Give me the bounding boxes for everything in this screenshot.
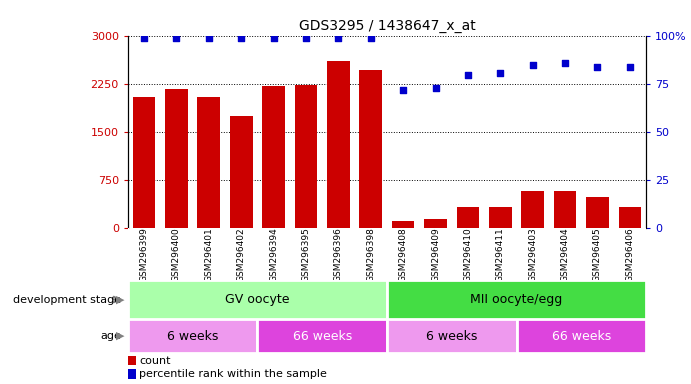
Bar: [128, 319, 257, 353]
Point: [462, 72, 473, 78]
Point: [203, 35, 214, 41]
Bar: [489, 207, 511, 228]
Title: GDS3295 / 1438647_x_at: GDS3295 / 1438647_x_at: [299, 19, 475, 33]
Text: 66 weeks: 66 weeks: [292, 329, 352, 343]
Text: GV oocyte: GV oocyte: [225, 293, 290, 306]
Text: ▶: ▶: [116, 331, 124, 341]
Point: [397, 87, 408, 93]
Bar: [457, 207, 480, 228]
Bar: [327, 61, 350, 228]
Bar: [516, 319, 646, 353]
Bar: [618, 207, 641, 228]
Bar: [230, 116, 252, 228]
Text: GSM296409: GSM296409: [431, 227, 440, 282]
Text: GSM296401: GSM296401: [205, 227, 214, 282]
Text: GSM296400: GSM296400: [172, 227, 181, 282]
Bar: [553, 191, 576, 228]
Text: 66 weeks: 66 weeks: [551, 329, 611, 343]
Bar: [392, 221, 415, 228]
Bar: [165, 89, 188, 228]
Point: [236, 35, 247, 41]
Point: [333, 35, 344, 41]
Point: [138, 35, 149, 41]
Text: GSM296410: GSM296410: [464, 227, 473, 282]
Text: 6 weeks: 6 weeks: [167, 329, 218, 343]
Text: GSM296402: GSM296402: [237, 227, 246, 282]
Bar: [387, 280, 646, 319]
Bar: [257, 319, 387, 353]
Bar: [586, 197, 609, 228]
Text: GSM296411: GSM296411: [496, 227, 505, 282]
Text: percentile rank within the sample: percentile rank within the sample: [140, 369, 328, 379]
Text: GSM296399: GSM296399: [140, 227, 149, 282]
Bar: [133, 97, 155, 228]
Point: [527, 62, 538, 68]
Text: GSM296395: GSM296395: [301, 227, 310, 282]
Text: GSM296398: GSM296398: [366, 227, 375, 282]
Point: [495, 70, 506, 76]
Text: age: age: [100, 331, 121, 341]
Text: 6 weeks: 6 weeks: [426, 329, 477, 343]
Bar: [294, 85, 317, 228]
Text: count: count: [140, 356, 171, 366]
Point: [592, 64, 603, 70]
Text: GSM296404: GSM296404: [560, 227, 569, 282]
Point: [560, 60, 571, 66]
Point: [268, 35, 279, 41]
Point: [430, 85, 441, 91]
Bar: [387, 319, 516, 353]
Point: [366, 35, 377, 41]
Point: [171, 35, 182, 41]
Text: MII oocyte/egg: MII oocyte/egg: [471, 293, 562, 306]
Point: [301, 35, 312, 41]
Point: [625, 64, 636, 70]
Bar: [424, 218, 447, 228]
Text: ▶: ▶: [116, 295, 124, 305]
Bar: [522, 191, 544, 228]
Text: GSM296405: GSM296405: [593, 227, 602, 282]
Bar: [263, 86, 285, 228]
Bar: [359, 70, 382, 228]
Text: development stage: development stage: [13, 295, 121, 305]
Text: GSM296396: GSM296396: [334, 227, 343, 282]
Bar: [128, 280, 387, 319]
Text: GSM296394: GSM296394: [269, 227, 278, 282]
Text: GSM296408: GSM296408: [399, 227, 408, 282]
Text: GSM296406: GSM296406: [625, 227, 634, 282]
Bar: [128, 369, 135, 379]
Text: GSM296403: GSM296403: [528, 227, 537, 282]
Bar: [128, 356, 135, 366]
Bar: [198, 97, 220, 228]
